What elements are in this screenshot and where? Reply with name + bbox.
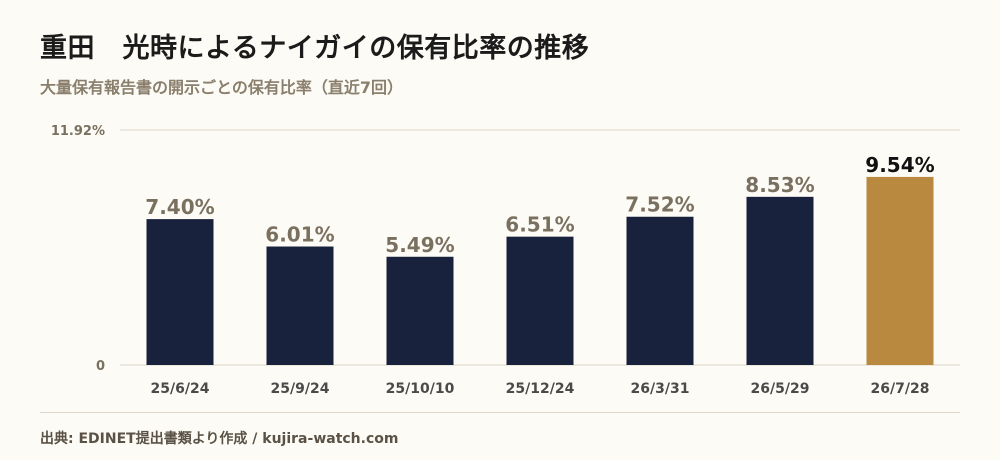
bar-26-7-28 — [866, 176, 934, 365]
data-label: 6.01% — [265, 223, 334, 247]
data-label: 9.54% — [865, 153, 934, 177]
data-label: 5.49% — [385, 233, 454, 257]
x-tick-label: 25/10/10 — [386, 381, 455, 397]
source-note: 出典: EDINET提出書類より作成 / kujira-watch.com — [40, 431, 399, 447]
y-tick-label-min: 0 — [96, 359, 105, 374]
x-tick-label: 26/7/28 — [871, 381, 930, 397]
bar-25-6-24 — [146, 219, 214, 365]
data-label: 7.52% — [625, 193, 694, 217]
x-tick-label: 25/9/24 — [271, 381, 330, 397]
bar-chart: 0 11.92% 7.40% 25/6/24 6.01% 25/9/24 5.49% 25/1… — [51, 124, 960, 397]
bar-26-3-31 — [626, 216, 694, 365]
data-label: 8.53% — [745, 173, 814, 197]
x-tick-label: 25/6/24 — [151, 381, 210, 397]
x-tick-label: 26/5/29 — [751, 381, 810, 397]
bar-25-9-24 — [266, 246, 334, 365]
bar-26-5-29 — [746, 196, 814, 365]
chart-title: 重田 光時によるナイガイの保有比率の推移 — [40, 33, 590, 64]
footer-divider — [40, 412, 960, 413]
x-tick-label: 26/3/31 — [631, 381, 690, 397]
bar-25-12-24 — [506, 236, 574, 365]
chart-subtitle: 大量保有報告書の開示ごとの保有比率（直近7回） — [40, 78, 403, 97]
data-label: 7.40% — [145, 195, 214, 219]
y-tick-label-max: 11.92% — [51, 124, 105, 139]
bar-25-10-10 — [386, 256, 454, 365]
data-label: 6.51% — [505, 213, 574, 237]
x-tick-label: 25/12/24 — [506, 381, 575, 397]
